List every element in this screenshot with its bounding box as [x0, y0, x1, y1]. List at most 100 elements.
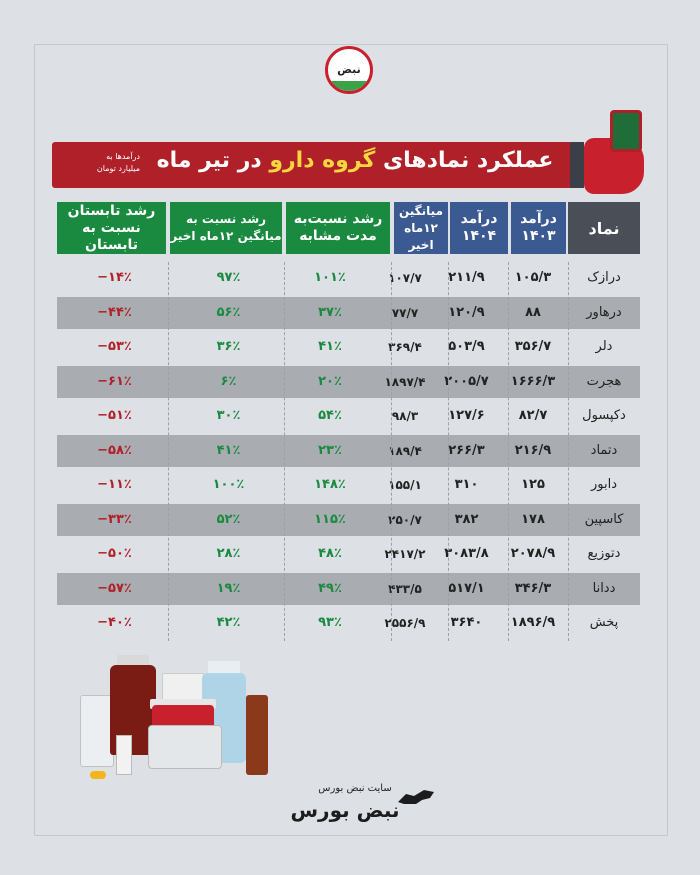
cell-name: دابور: [590, 477, 617, 492]
table-row: هجرت ۱۶۶۶/۳ ۲۰۰۵/۷ ۱۸۹۷/۴ ۲۰٪ ۶٪ −۶۱٪: [57, 365, 640, 398]
cell-growth-summer: −۵۳٪: [97, 339, 132, 354]
cell-name: پخش: [589, 615, 619, 630]
cell-rev1404: ۵۰۳/۹: [448, 339, 485, 354]
sleeve-icon: [570, 142, 584, 188]
cell-name: درازک: [587, 270, 621, 285]
cell-avg: ۱۸۹۷/۴: [384, 374, 426, 389]
table-row: دلر ۳۵۶/۷ ۵۰۳/۹ ۳۶۹/۴ ۴۱٪ ۳۶٪ −۵۳٪: [57, 331, 640, 363]
title-highlight: گروه دارو: [269, 148, 376, 173]
cell-growth-avg: ۲۸٪: [216, 546, 241, 561]
capsule-icon: [90, 771, 106, 779]
cell-growth-avg: ۴۲٪: [216, 615, 241, 630]
cell-rev1404: ۲۱۱/۹: [448, 270, 485, 285]
table-row: دابور ۱۲۵ ۳۱۰ ۱۵۵/۱ ۱۴۸٪ ۱۰۰٪ −۱۱٪: [57, 469, 640, 501]
cell-rev1404: ۳۸۲: [454, 511, 479, 527]
cell-name: دتوزیع: [587, 546, 621, 561]
cell-growth-same: ۱۱۵٪: [314, 511, 346, 527]
cell-growth-avg: ۱۰۰٪: [212, 477, 245, 492]
medicine-illustration: [80, 655, 310, 785]
cell-rev1403: ۲۱۶/۹: [514, 442, 552, 458]
cell-avg: ۱۵۵/۱: [388, 478, 422, 492]
cell-growth-same: ۲۰٪: [318, 373, 342, 389]
cell-name: درهاور: [586, 304, 622, 320]
cell-growth-avg: ۵۶٪: [216, 304, 241, 320]
header-growth-same: رشد نسبت‌به مدت مشابه: [286, 202, 390, 254]
cell-name: دتماد: [590, 442, 618, 458]
header-name: نماد: [568, 202, 640, 254]
cell-growth-summer: −۳۳٪: [97, 511, 132, 527]
cell-rev1403: ۱۰۵/۳: [514, 270, 552, 285]
table-row: دکپسول ۸۲/۷ ۱۲۷/۶ ۹۸/۳ ۵۴٪ ۳۰٪ −۵۱٪: [57, 400, 640, 432]
footer-brand: نبض بورس: [290, 798, 400, 822]
cell-rev1403: ۸۲/۷: [518, 408, 548, 423]
cell-growth-avg: ۳۰٪: [216, 408, 241, 423]
cell-growth-avg: ۳۶٪: [216, 339, 241, 354]
cell-growth-avg: ۶٪: [220, 373, 237, 389]
bull-icon: [398, 790, 434, 804]
cell-growth-summer: −۵۱٪: [97, 408, 132, 423]
cell-growth-avg: ۴۱٪: [216, 442, 241, 458]
cell-rev1403: ۸۸: [525, 304, 541, 320]
table-row: دتوزیع ۲۰۷۸/۹ ۳۰۸۳/۸ ۲۴۱۷/۲ ۴۸٪ ۲۸٪ −۵۰٪: [57, 538, 640, 570]
col-divider: [448, 262, 450, 641]
table-row: درهاور ۸۸ ۱۲۰/۹ ۷۷/۷ ۳۷٪ ۵۶٪ −۴۴٪: [57, 296, 640, 329]
header-rev1404: درآمد ۱۴۰۴: [450, 202, 508, 254]
col-divider: [168, 262, 170, 641]
table-row: ددانا ۳۴۶/۳ ۵۱۷/۱ ۴۳۳/۵ ۴۹٪ ۱۹٪ −۵۷٪: [57, 572, 640, 605]
cell-growth-summer: −۵۷٪: [97, 580, 132, 596]
cell-rev1403: ۱۷۸: [521, 511, 545, 527]
cell-avg: ۷۷/۷: [391, 305, 419, 320]
col-divider: [568, 262, 570, 641]
site-label: سایت نبض بورس: [318, 783, 392, 794]
cell-rev1404: ۲۶۶/۳: [448, 442, 485, 458]
title-prefix: عملکرد نمادهای: [375, 148, 554, 173]
cell-rev1404: ۲۰۰۵/۷: [444, 373, 489, 389]
cell-growth-summer: −۵۸٪: [97, 442, 132, 458]
cell-growth-summer: −۴۰٪: [97, 615, 132, 630]
col-divider: [508, 262, 510, 641]
cell-rev1404: ۱۲۷/۶: [448, 408, 485, 423]
cell-growth-same: ۴۱٪: [318, 339, 342, 354]
table-row: پخش ۱۸۹۶/۹ ۳۶۴۰ ۲۵۵۶/۹ ۹۳٪ ۴۲٪ −۴۰٪: [57, 607, 640, 639]
title-suffix: در تیر ماه: [156, 148, 270, 173]
cell-name: کاسپین: [584, 511, 624, 527]
cell-growth-same: ۴۹٪: [318, 580, 342, 596]
cell-rev1403: ۲۰۷۸/۹: [510, 546, 556, 561]
table-row: درازک ۱۰۵/۳ ۲۱۱/۹ ۱۰۷/۷ ۱۰۱٪ ۹۷٪ −۱۴٪: [57, 262, 640, 294]
held-card-icon: [610, 110, 642, 152]
cell-growth-summer: −۶۱٪: [97, 373, 132, 389]
cell-growth-same: ۴۸٪: [318, 546, 342, 561]
vial-icon: [116, 735, 132, 775]
title-banner: [52, 142, 572, 188]
cell-rev1404: ۳۶۴۰: [450, 615, 483, 630]
cell-name: ددانا: [592, 580, 616, 596]
cell-avg: ۴۳۳/۵: [388, 581, 422, 596]
dropper-bottle-icon: [246, 695, 268, 775]
brand-logo-icon: نبض بورس: [325, 46, 373, 94]
cell-avg: ۹۸/۳: [391, 409, 419, 423]
header-rev1403: درآمد ۱۴۰۳: [511, 202, 566, 254]
page-title: عملکرد نمادهای گروه دارو در تیر ماه: [150, 148, 560, 173]
blister-pack-icon: [148, 725, 222, 769]
col-divider: [284, 262, 286, 641]
cell-avg: ۲۵۰/۷: [388, 512, 422, 527]
cell-avg: ۲۵۵۶/۹: [384, 616, 426, 630]
cell-growth-summer: −۱۴٪: [97, 270, 132, 285]
cell-avg: ۱۰۷/۷: [388, 271, 422, 285]
frame-border: [34, 44, 668, 836]
cell-name: دلر: [595, 339, 613, 354]
cell-rev1403: ۳۴۶/۳: [514, 580, 552, 596]
cell-growth-same: ۳۷٪: [318, 304, 342, 320]
cell-rev1404: ۵۱۷/۱: [448, 580, 485, 596]
pill-strip-icon: [80, 695, 114, 767]
cell-growth-summer: −۴۴٪: [97, 304, 132, 320]
cell-name: دکپسول: [582, 408, 626, 423]
cell-avg: ۲۴۱۷/۲: [384, 547, 426, 561]
cell-avg: ۱۸۹/۴: [388, 443, 422, 458]
cell-growth-same: ۹۳٪: [318, 615, 342, 630]
header-avg: میانگین ۱۲ماه اخیر: [394, 202, 448, 254]
cell-growth-same: ۵۴٪: [318, 408, 342, 423]
header-growth-avg: رشد نسبت به میانگین ۱۲ماه اخیر: [170, 202, 282, 254]
cell-growth-summer: −۱۱٪: [97, 477, 132, 492]
cell-growth-avg: ۹۷٪: [216, 270, 241, 285]
